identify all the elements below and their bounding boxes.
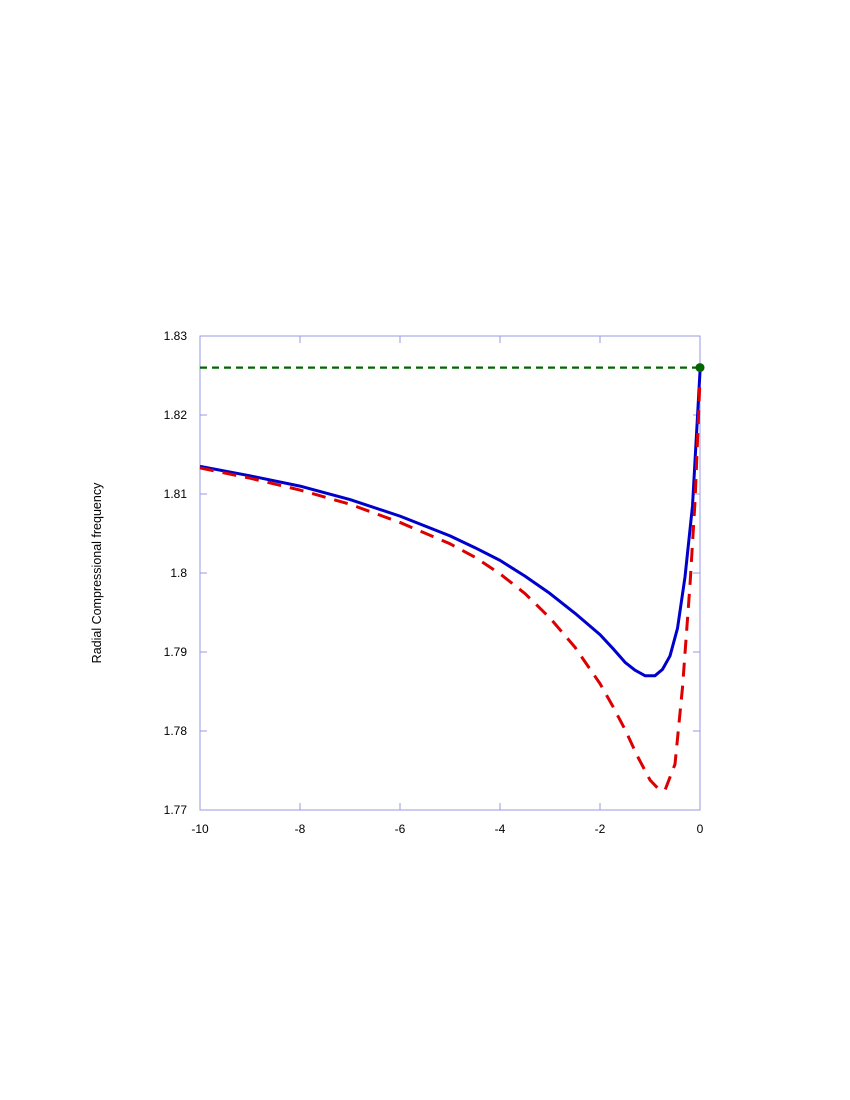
x-tick-label: -6 [395,822,406,836]
x-tick-label: -10 [191,822,209,836]
series-line-2 [199,379,702,792]
x-tick-label: -4 [495,822,506,836]
y-tick-label: 1.81 [164,487,188,501]
tick-group: -10 -8 -6 -4 -2 0 1.77 1.78 1.79 1.8 1.81 1.82 1.83 [164,329,704,836]
x-tick-label: 0 [697,822,704,836]
y-tick-label: 1.78 [164,724,188,738]
x-tick-label: -8 [295,822,306,836]
plot-frame [199,335,701,811]
y-axis-label: Radial Compressional frequency [90,482,104,663]
y-tick-label: 1.77 [164,803,188,817]
series-line-1 [199,371,702,678]
y-tick-label: 1.8 [170,566,187,580]
y-tick-label: 1.83 [164,329,188,343]
y-tick-label: 1.79 [164,645,188,659]
y-tick-label: 1.82 [164,408,188,422]
x-tick-label: -2 [595,822,606,836]
series-group [199,363,705,792]
series-end-marker [695,363,705,373]
